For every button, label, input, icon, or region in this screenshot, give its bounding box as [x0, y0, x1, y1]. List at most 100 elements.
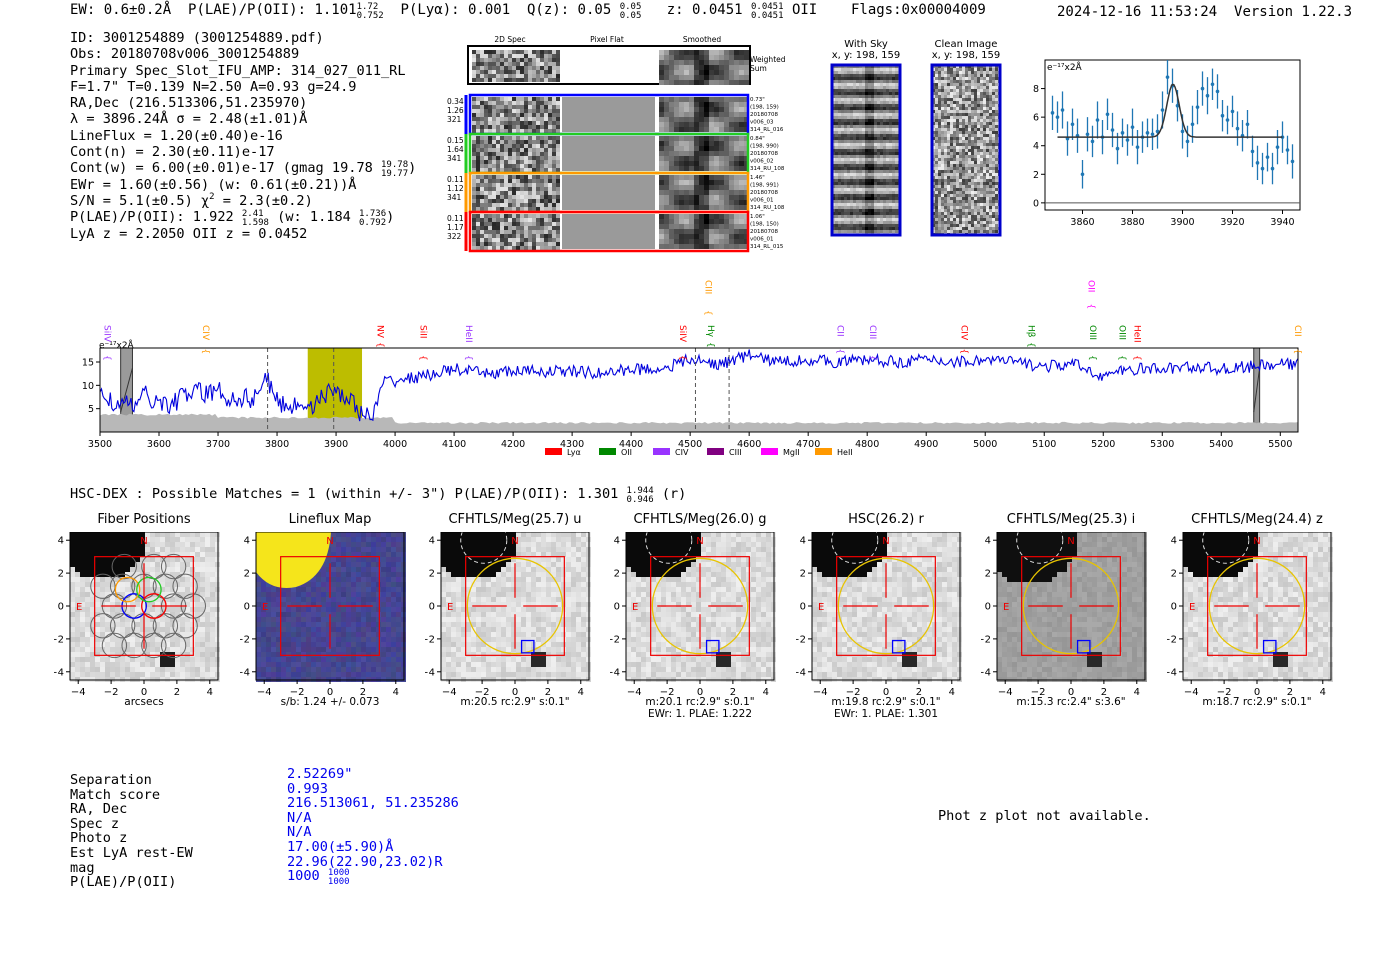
legend-swatch	[653, 448, 670, 455]
cutout-caption: s/b: 1.24 +/- 0.073	[280, 696, 380, 708]
legend-swatch	[599, 448, 616, 455]
clean-image-coords: x, y: 198, 159	[932, 50, 1001, 61]
cutout-ytick: 4	[244, 536, 250, 547]
spec2d-row-right: 314_RL_015	[750, 244, 784, 250]
cutout-ytick: −4	[610, 667, 620, 678]
match-value: 2.52269"	[287, 766, 353, 782]
spectrum-line	[99, 349, 1299, 422]
cutout-caption: m:20.5 rc:2.9" s:0.1"	[460, 696, 570, 708]
zoom-ytick: 8	[1033, 84, 1039, 95]
svg-text:{: {	[1292, 349, 1302, 355]
spectrum-xtick: 5100	[1032, 439, 1056, 450]
compass-north: N	[140, 536, 147, 547]
cutout-image: N E −4 −2 0 2 4 4 2 0 −2 −4	[796, 532, 962, 698]
zoom-point	[1210, 82, 1215, 87]
cutout-image: N E −4 −2 0 2 4 4 2 0 −2 −4	[54, 532, 220, 698]
legend-swatch	[707, 448, 724, 455]
info-lineflux: LineFlux = 1.20(±0.40)e-16	[70, 127, 283, 144]
svg-text:{: {	[1117, 355, 1127, 361]
legend-label: HeII	[837, 448, 853, 457]
cutout-image: N E −4 −2 0 2 4 4 2 0 −2 −4	[240, 532, 406, 698]
svg-text:{: {	[463, 355, 473, 361]
zoom-point	[1050, 111, 1055, 115]
cutout-title: Fiber Positions	[97, 512, 191, 527]
svg-text:SiIV: SiIV	[677, 325, 687, 343]
spec2d-row-right: 0.84"	[750, 136, 765, 142]
cutout-xtick: 0	[327, 687, 333, 698]
zoom-point	[1095, 118, 1100, 122]
svg-text:{: {	[200, 349, 210, 355]
cutout-caption: m:15.3 rc:2.4" s:3.6"	[1016, 696, 1126, 708]
zoom-point	[1175, 103, 1180, 108]
cutout-xtick: −2	[1217, 687, 1232, 698]
zoom-point	[1115, 146, 1120, 151]
svg-text:{: {	[1025, 342, 1035, 348]
zoom-point	[1225, 118, 1230, 122]
zoom-point	[1060, 108, 1065, 112]
zoom-xtick: 3940	[1270, 217, 1294, 228]
spec2d-row-right: 314_RU_108	[750, 205, 785, 211]
zoom-point	[1270, 166, 1275, 171]
svg-text:{: {	[677, 355, 687, 361]
zoom-point	[1290, 159, 1295, 164]
legend-swatch	[761, 448, 778, 455]
zoom-point	[1085, 132, 1090, 137]
cutout-ytick: −2	[425, 634, 435, 645]
info-ewr: EWr = 1.60(±0.56) (w: 0.61(±0.21))Å	[70, 176, 357, 193]
info-contn: Cont(n) = 2.30(±0.11)e-17	[70, 144, 275, 161]
cutout-ytick: 2	[800, 569, 806, 580]
legend-swatch	[545, 448, 562, 455]
spectrum-xtick: 4500	[678, 439, 702, 450]
cutout-xtick: 0	[1068, 687, 1074, 698]
zoom-ytick: 0	[1033, 198, 1039, 209]
emission-line-label: OII {	[1085, 280, 1095, 309]
spectrum-ytick: 15	[82, 358, 94, 369]
svg-text:Hβ: Hβ	[1025, 325, 1035, 338]
legend-label: OII	[621, 448, 632, 457]
spec2d-row-right: v006_03	[750, 120, 774, 126]
emission-line-label: CIII {	[867, 325, 877, 361]
spectrum-xtick: 4200	[501, 439, 525, 450]
spectrum-xtick: 5500	[1268, 439, 1292, 450]
emission-line-label: HeII {	[463, 325, 473, 361]
spec2d-row-left: 321	[447, 115, 462, 124]
spectrum-xtick: 4400	[619, 439, 643, 450]
match-values: 2.52269" 0.993 216.513061, 51.235286 N/A N/A…	[287, 766, 459, 888]
spectrum-xtick: 5400	[1209, 439, 1233, 450]
zoom-point	[1125, 138, 1130, 142]
zoom-point	[1160, 108, 1165, 112]
info-contw: Cont(w) = 6.00(±0.01)e-17 (gmag 19.78 19…	[70, 160, 417, 180]
header-ew: EW: 0.6±0.2Å	[70, 2, 172, 18]
spec2d-col-label: Pixel Flat	[590, 35, 624, 44]
cutout-xtick: −4	[257, 687, 272, 698]
legend-label: CIII	[729, 448, 742, 457]
svg-text:CII: CII	[1292, 325, 1302, 337]
cutout-xtick: −4	[627, 687, 642, 698]
svg-text:{: {	[867, 355, 877, 361]
zoom-point	[1190, 122, 1195, 127]
cutout-ytick: −4	[796, 667, 806, 678]
spectrum-xtick: 4700	[796, 439, 820, 450]
spectrum-xtick: 4600	[737, 439, 761, 450]
cutout-ytick: 4	[1171, 536, 1177, 547]
cutout-ytick: 0	[1171, 602, 1177, 613]
cutout-ytick: 0	[614, 602, 620, 613]
zoom-point	[1135, 145, 1140, 149]
weighted-sum-label: Weighted	[750, 55, 786, 64]
spectrum-xtick: 4100	[442, 439, 466, 450]
with-sky-image	[832, 65, 901, 236]
spec2d-row-right: v006_01	[750, 237, 774, 243]
match-value: N/A	[287, 809, 312, 826]
cutout-xtick: −4	[71, 687, 86, 698]
cutout-ytick: 2	[1171, 569, 1177, 580]
cutout-caption: m:18.7 rc:2.9" s:0.1"	[1202, 696, 1312, 708]
cutout-ytick: 4	[614, 536, 620, 547]
match-value: 1000 1000 1000	[287, 868, 350, 888]
cutout-caption: arcsecs	[124, 696, 164, 708]
clean-image-title: Clean Image	[935, 39, 998, 50]
cutout-ytick: 0	[800, 602, 806, 613]
zoom-point	[1275, 145, 1280, 149]
spec2d-row-right: (198, 159)	[750, 105, 779, 111]
header-plya: P(Lyα): 0.001	[400, 2, 511, 18]
compass-north: N	[326, 536, 333, 547]
